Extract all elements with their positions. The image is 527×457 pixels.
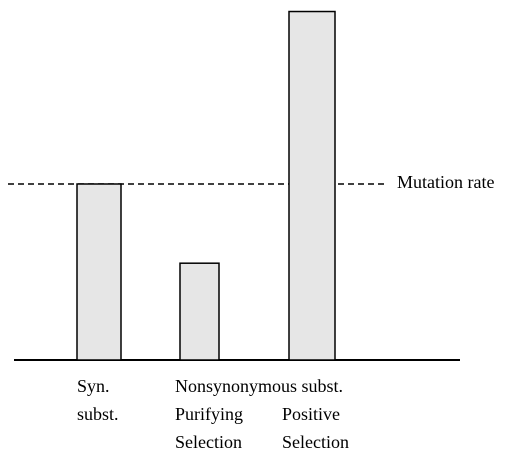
x-tick-label: Positive Selection xyxy=(282,404,349,452)
bar xyxy=(288,10,336,361)
reference-label: Mutation rate xyxy=(397,172,494,192)
x-tick-label: Syn. subst. xyxy=(77,376,119,424)
group-label: Nonsynonymous subst. xyxy=(175,376,344,396)
bar xyxy=(179,262,220,361)
bar xyxy=(76,183,122,361)
x-tick-label: Purifying Selection xyxy=(175,404,244,452)
